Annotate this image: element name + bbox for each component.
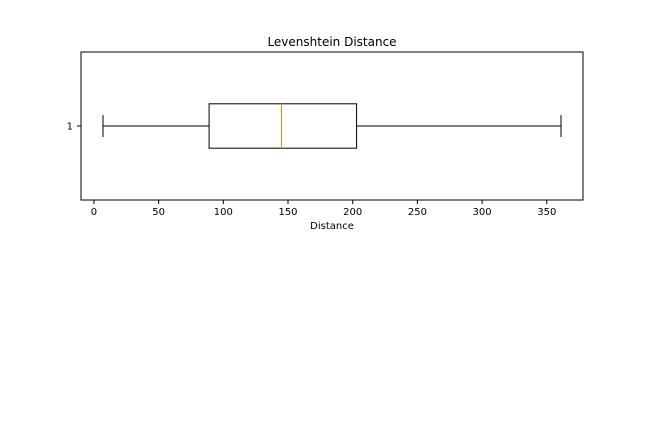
x-axis-label: Distance xyxy=(310,221,354,232)
x-tick-label: 250 xyxy=(408,207,427,218)
x-tick-label: 0 xyxy=(91,207,97,218)
y-axis-ticks: 1 xyxy=(67,122,81,133)
x-tick-label: 350 xyxy=(537,207,556,218)
x-tick-label: 50 xyxy=(152,207,165,218)
x-axis-ticks: 0 50 100 150 200 250 300 350 xyxy=(91,200,556,218)
chart-title: Levenshtein Distance xyxy=(267,35,396,49)
x-tick-label: 200 xyxy=(343,207,362,218)
x-tick-label: 100 xyxy=(214,207,233,218)
x-tick-label: 300 xyxy=(473,207,492,218)
iqr-box xyxy=(208,103,358,149)
x-tick-label: 150 xyxy=(278,207,297,218)
y-tick-label: 1 xyxy=(67,122,73,133)
box-group xyxy=(102,103,562,149)
